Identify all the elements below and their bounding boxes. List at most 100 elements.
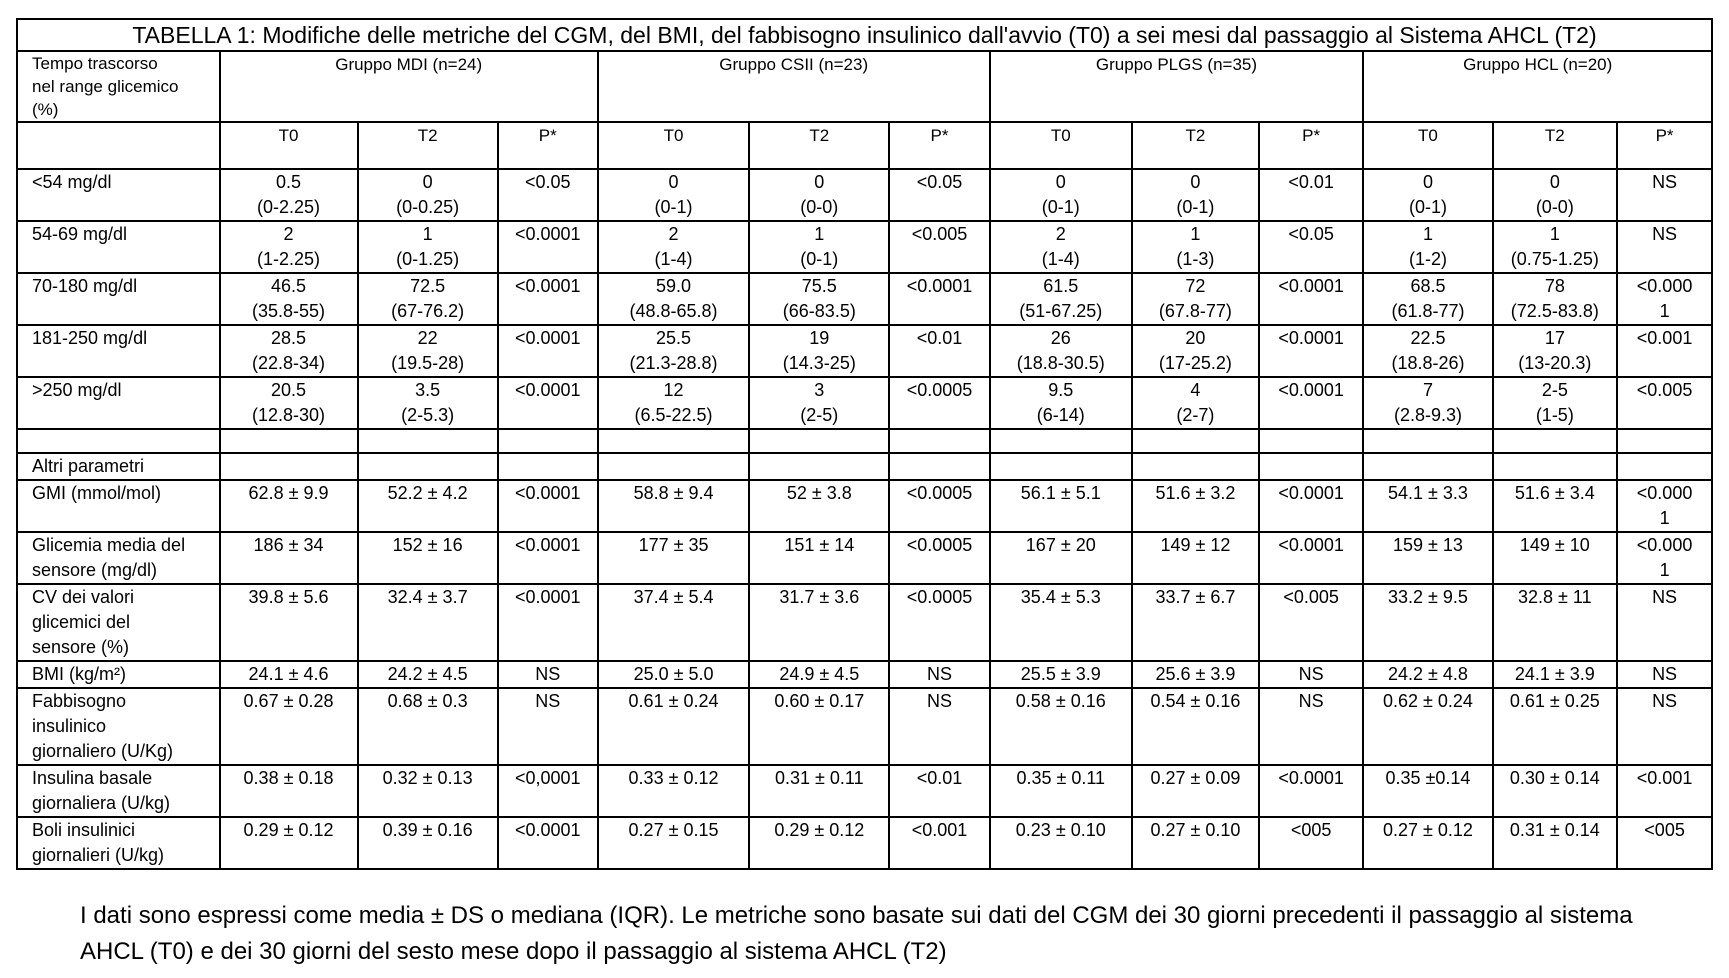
cell-line: 0.33 ± 0.12 — [628, 768, 719, 788]
table-cell: 0.60 ± 0.17 — [748, 687, 891, 766]
table-cell: <0.0001 — [1257, 376, 1365, 430]
table-cell: NS — [496, 687, 599, 766]
table-cell: 2 (1-4) — [988, 220, 1133, 274]
cell-line: 0.68 ± 0.3 — [387, 691, 468, 711]
table-cell: 0.61 ± 0.25 — [1491, 687, 1619, 766]
cell-line: (14.3-25) — [782, 353, 856, 373]
cell-line: <0.01 — [1288, 172, 1334, 192]
table-row: Insulina basale giornaliera (U/kg) 0.38 ± … — [16, 764, 1713, 818]
cell-line: <0.0005 — [906, 483, 973, 503]
cell-line: (18.8-30.5) — [1016, 353, 1105, 373]
cell-line: 0.5 — [276, 172, 302, 192]
table-cell: 24.2 ± 4.5 — [356, 660, 499, 689]
table-cell: 62.8 ± 9.9 — [218, 479, 359, 533]
cell-line: 62.8 ± 9.9 — [248, 483, 329, 503]
table-cell: <0.0001 — [496, 531, 599, 585]
cell-line: 31.7 ± 3.6 — [779, 587, 860, 607]
cell-line: 33.7 ± 6.7 — [1155, 587, 1236, 607]
table-cell: 54.1 ± 3.3 — [1362, 479, 1494, 533]
cell-line: NS — [535, 691, 561, 711]
cell-line: 0.32 ± 0.13 — [382, 768, 473, 788]
table-cell: 0.58 ± 0.16 — [988, 687, 1133, 766]
table-cell: 0.27 ± 0.12 — [1362, 816, 1494, 870]
cell-line: 1 — [1659, 508, 1670, 528]
table-cell: 37.4 ± 5.4 — [596, 583, 751, 662]
cell-line: (1-2.25) — [257, 249, 321, 269]
cell-line: (6-14) — [1036, 405, 1085, 425]
cell-line: <0.05 — [1288, 224, 1334, 244]
row-label-line: insulinico — [32, 716, 107, 736]
table-cell: <0.05 — [1257, 220, 1365, 274]
table-cell: 0.38 ± 0.18 — [218, 764, 359, 818]
table-cell: 2-5 (1-5) — [1491, 376, 1619, 430]
table-cell: <0.05 — [496, 168, 599, 222]
cell-line: NS — [535, 664, 561, 684]
cell-line: 149 ± 12 — [1160, 535, 1231, 555]
table-cell: 51.6 ± 3.2 — [1130, 479, 1260, 533]
row-label-line: sensore (mg/dl) — [32, 560, 158, 580]
cell-line: 0 — [668, 172, 679, 192]
cell-line: (67-76.2) — [391, 301, 465, 321]
table-cell: 52.2 ± 4.2 — [356, 479, 499, 533]
row-header-label: Tempo trascorso nel range glicemico (%) — [16, 50, 221, 123]
table-cell: 78 (72.5-83.8) — [1491, 272, 1619, 326]
empty-cell — [496, 428, 599, 454]
cell-line: (48.8-65.8) — [629, 301, 718, 321]
table-cell: 24.2 ± 4.8 — [1362, 660, 1494, 689]
cell-line: <0.0001 — [906, 276, 973, 296]
cell-line: 59.0 — [656, 276, 692, 296]
cell-line: NS — [1298, 664, 1324, 684]
table-cell: <0.005 — [1257, 583, 1365, 662]
cell-line: <0.0001 — [1278, 276, 1344, 296]
table-cell: 2 (1-2.25) — [218, 220, 359, 274]
title-row: TABELLA 1: Modifiche delle metriche del … — [16, 18, 1713, 52]
cell-line: (2-5) — [800, 405, 839, 425]
cell-line: 0.39 ± 0.16 — [382, 820, 473, 840]
table-container: TABELLA 1: Modifiche delle metriche del … — [16, 18, 1713, 870]
table-row: CV dei valori glicemici del sensore (%) 39.… — [16, 583, 1713, 662]
row-label: Glicemia media del sensore (mg/dl) — [16, 531, 221, 585]
empty-cell — [1130, 452, 1260, 481]
table-cell: NS — [1616, 687, 1713, 766]
table-cell: 0.30 ± 0.14 — [1491, 764, 1619, 818]
cell-line: 25.6 ± 3.9 — [1155, 664, 1236, 684]
cell-line: <0.000 — [1636, 483, 1693, 503]
table-cell: NS — [1257, 687, 1365, 766]
empty-cell — [218, 452, 359, 481]
cell-line: <0.000 — [1636, 276, 1693, 296]
table-cell: 0.33 ± 0.12 — [596, 764, 751, 818]
row-header-line: nel range glicemico — [32, 77, 179, 96]
table-cell: <0.0005 — [888, 479, 991, 533]
group-header: Gruppo MDI (n=24) — [218, 50, 599, 123]
cell-line: (0-1) — [800, 249, 839, 269]
subheader-cell: P* — [496, 121, 599, 170]
table-cell: 20.5 (12.8-30) — [218, 376, 359, 430]
empty-cell — [1616, 452, 1713, 481]
cell-line: 159 ± 13 — [1393, 535, 1463, 555]
cell-line: (66-83.5) — [782, 301, 856, 321]
cell-line: 0.27 ± 0.09 — [1150, 768, 1241, 788]
table-row: GMI (mmol/mol) 62.8 ± 9.9 52.2 ± 4.2 <0.000… — [16, 479, 1713, 533]
table-cell: 1 (0.75-1.25) — [1491, 220, 1619, 274]
cell-line: (51-67.25) — [1019, 301, 1103, 321]
cell-line: <0.01 — [916, 328, 963, 348]
table-cell: 22 (19.5-28) — [356, 324, 499, 378]
cell-line: 0.30 ± 0.14 — [1509, 768, 1600, 788]
cell-line: 12 — [663, 380, 684, 400]
table-cell: 0.62 ± 0.24 — [1362, 687, 1494, 766]
cell-line: (1-3) — [1176, 249, 1215, 269]
empty-cell — [16, 428, 221, 454]
table-cell: <0.0001 — [1257, 764, 1365, 818]
row-label: 54-69 mg/dl — [16, 220, 221, 274]
cell-line: <0.000 — [1636, 535, 1693, 555]
cell-line: (21.3-28.8) — [629, 353, 718, 373]
table-cell: NS — [1616, 660, 1713, 689]
subheader-cell: T0 — [1362, 121, 1494, 170]
empty-cell — [1491, 452, 1619, 481]
row-label-line: Insulina basale — [32, 768, 153, 788]
table-cell: <0.005 — [1616, 376, 1713, 430]
table-cell: 152 ± 16 — [356, 531, 499, 585]
table-cell: 24.1 ± 4.6 — [218, 660, 359, 689]
cell-line: 32.4 ± 3.7 — [387, 587, 468, 607]
